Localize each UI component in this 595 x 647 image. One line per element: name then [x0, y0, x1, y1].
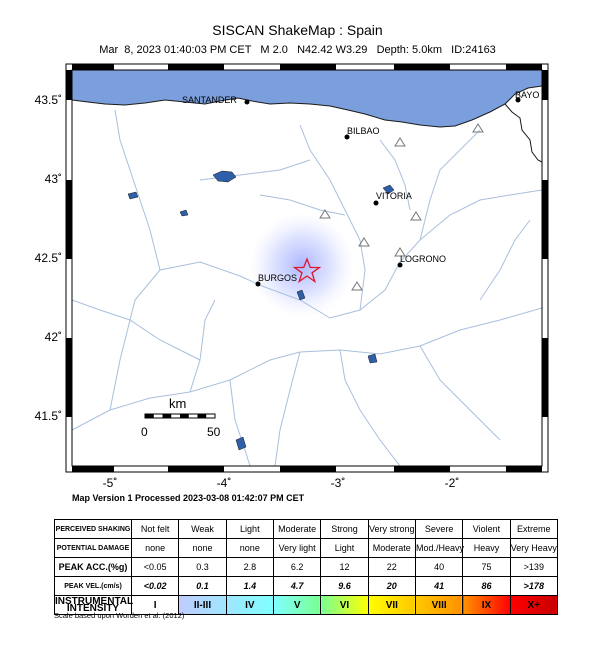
legend-cell: Moderate [367, 538, 416, 558]
scale-end: 50 [207, 425, 221, 439]
legend-cell: 40 [414, 557, 464, 577]
city-label-vitoria: VITORIA [376, 191, 412, 201]
legend-cell: Severe [414, 519, 464, 539]
legend-row-shaking: PERCEIVED SHAKING Not felt Weak Light Mo… [54, 519, 559, 539]
legend-cell: Very strong [367, 519, 416, 539]
legend-cell: Very Heavy [509, 538, 559, 558]
border-line [504, 103, 542, 163]
city-dot-vitoria [373, 200, 379, 206]
cities: SANTANDER BAYO BILBAO VITORIA LOGRONO BU… [182, 90, 539, 287]
mmi-cell: V [272, 595, 322, 615]
sea [72, 70, 542, 127]
legend-cell: 41 [414, 576, 464, 596]
city-dot-burgos [255, 281, 261, 287]
mmi-cell: VIII [414, 595, 464, 615]
legend-row-label: PEAK ACC.(%g) [54, 557, 132, 577]
mmi-cell: I [130, 595, 180, 615]
city-label-bayo: BAYO [515, 90, 539, 100]
legend-cell: 6.2 [272, 557, 322, 577]
scale-note: Scale based upon Worden et al. (2012) [54, 611, 185, 620]
legend-row-label: PERCEIVED SHAKING [54, 519, 132, 539]
event-info: Mar 8, 2023 01:40:03 PM CET M 2.0 N42.42… [99, 44, 496, 56]
mmi-cell: II-III [178, 595, 227, 615]
legend-cell: Heavy [462, 538, 511, 558]
intensity-legend: PERCEIVED SHAKING Not felt Weak Light Mo… [54, 519, 559, 615]
legend-cell: Strong [320, 519, 369, 539]
legend-cell: 0.3 [178, 557, 227, 577]
mmi-cell: X+ [509, 595, 559, 615]
legend-cell: <0.02 [130, 576, 180, 596]
legend-cell: 12 [320, 557, 369, 577]
rivers [72, 109, 542, 466]
legend-cell: Very light [272, 538, 322, 558]
legend-cell: 20 [367, 576, 416, 596]
mmi-cell: IX [462, 595, 511, 615]
legend-cell: Moderate [272, 519, 322, 539]
legend-row-pga: PEAK ACC.(%g) <0.05 0.3 2.8 6.2 12 22 40… [54, 557, 559, 577]
legend-cell: 2.8 [225, 557, 274, 577]
legend-row-intensity: INSTRUMENTAL INTENSITY I II-III IV V VI … [54, 595, 559, 615]
legend-cell: 75 [462, 557, 511, 577]
legend-cell: none [130, 538, 180, 558]
legend-cell: <0.05 [130, 557, 180, 577]
lon-label-minus5: -5˚ [102, 476, 118, 490]
city-label-santander: SANTANDER [182, 95, 237, 105]
map-title: SISCAN ShakeMap : Spain [212, 22, 383, 38]
legend-row-label: POTENTIAL DAMAGE [54, 538, 132, 558]
legend-cell: Not felt [130, 519, 180, 539]
legend-cell: 22 [367, 557, 416, 577]
scale-bar: km 0 50 [141, 396, 221, 439]
legend-cell: Mod./Heavy [414, 538, 464, 558]
legend-cell: >139 [509, 557, 559, 577]
map-version: Map Version 1 Processed 2023-03-08 01:42… [72, 493, 305, 503]
mmi-cell: IV [225, 595, 274, 615]
legend-cell: >178 [509, 576, 559, 596]
seismic-stations [319, 123, 484, 291]
lon-label-minus4: -4˚ [216, 476, 232, 490]
legend-cell: Light [225, 519, 274, 539]
city-label-bilbao: BILBAO [347, 126, 380, 136]
legend-row-damage: POTENTIAL DAMAGE none none none Very lig… [54, 538, 559, 558]
legend-cell: Light [320, 538, 369, 558]
city-dot-logrono [397, 262, 403, 268]
legend-cell: 86 [462, 576, 511, 596]
legend-cell: 1.4 [225, 576, 274, 596]
city-dot-bilbao [344, 134, 350, 140]
legend-row-label: PEAK VEL.(cm/s) [54, 576, 132, 596]
lat-label-42: 42˚ [44, 330, 62, 344]
legend-cell: Weak [178, 519, 227, 539]
scale-unit: km [169, 396, 186, 411]
scale-start: 0 [141, 425, 148, 439]
reservoirs [127, 170, 395, 451]
legend-cell: 0.1 [178, 576, 227, 596]
city-dot-bayo [515, 97, 521, 103]
mmi-cell: VI [320, 595, 369, 615]
legend-cell: 4.7 [272, 576, 322, 596]
city-dot-santander [244, 99, 250, 105]
legend-row-pgv: PEAK VEL.(cm/s) <0.02 0.1 1.4 4.7 9.6 20… [54, 576, 559, 596]
legend-cell: none [225, 538, 274, 558]
shakemap: SANTANDER BAYO BILBAO VITORIA LOGRONO BU… [65, 63, 549, 473]
map-frame [65, 63, 549, 473]
legend-row-label: INSTRUMENTAL INTENSITY [54, 595, 134, 615]
legend-cell: none [178, 538, 227, 558]
legend-cell: 9.6 [320, 576, 369, 596]
city-label-logrono: LOGRONO [400, 254, 446, 264]
lat-label-43-5: 43.5˚ [34, 93, 62, 107]
lat-label-41-5: 41.5˚ [34, 409, 62, 423]
lat-label-43: 43˚ [44, 172, 62, 186]
legend-cell: Extreme [509, 519, 559, 539]
lat-label-42-5: 42.5˚ [34, 251, 62, 265]
epicenter-star [292, 257, 322, 284]
lon-label-minus2: -2˚ [444, 476, 460, 490]
legend-cell: Violent [462, 519, 511, 539]
lon-label-minus3: -3˚ [330, 476, 346, 490]
mmi-cell: VII [367, 595, 416, 615]
city-label-burgos: BURGOS [258, 273, 297, 283]
